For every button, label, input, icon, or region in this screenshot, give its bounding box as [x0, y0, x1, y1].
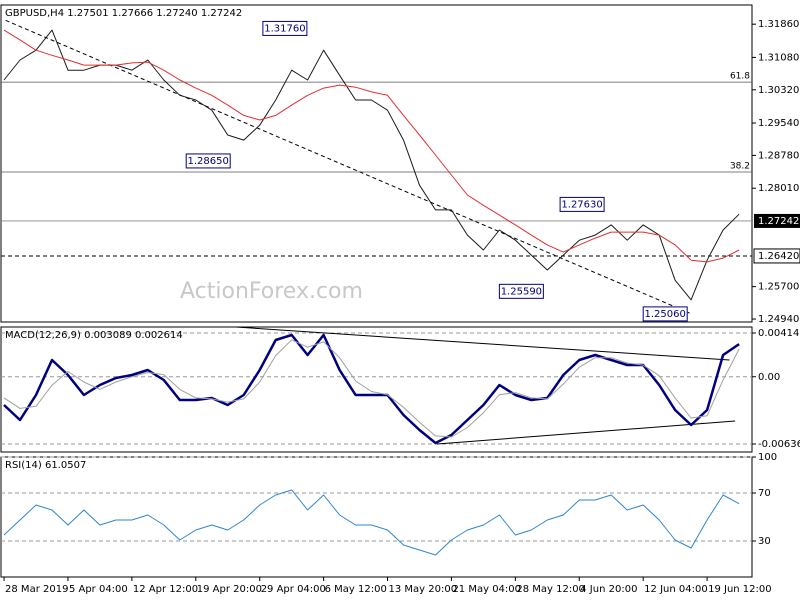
- current-price-box: [754, 213, 800, 228]
- watermark: ActionForex.com: [180, 279, 363, 304]
- y-tick-label: 1.31080: [758, 52, 799, 63]
- panel-frame: [0, 4, 753, 323]
- y-tick-label: -0.006365: [758, 439, 800, 450]
- y-tick-label: 1.30320: [758, 85, 799, 96]
- x-tick-label: 6 May 12:00: [325, 584, 387, 595]
- series-line: [3, 339, 740, 438]
- series-line: [3, 489, 740, 556]
- panel-title: RSI(14) 61.0507: [5, 460, 86, 471]
- x-tick-label: 28 Mar 2019: [5, 584, 68, 595]
- y-tick-label: 1.29540: [758, 118, 799, 129]
- current-price-label: 1.27242: [758, 216, 799, 227]
- x-tick-label: 29 Apr 04:00: [261, 584, 326, 595]
- x-tick-label: 28 May 12:00: [516, 584, 585, 595]
- x-tick-label: 13 May 20:00: [389, 584, 458, 595]
- trendline: [437, 420, 736, 445]
- x-tick-label: 19 Apr 20:00: [197, 584, 262, 595]
- y-tick-label: 1.31860: [758, 19, 799, 30]
- panel-frame: [0, 326, 753, 453]
- price-annotation: 1.25060: [645, 309, 686, 320]
- x-tick-label: 4 Jun 20:00: [580, 584, 637, 595]
- x-tick-label: 19 Jun 12:00: [708, 584, 772, 595]
- y-tick-label: 30: [758, 536, 771, 547]
- support-label-box: [753, 248, 800, 264]
- series-line: [3, 333, 740, 445]
- price-annotation-box: [498, 283, 544, 299]
- fib-level-label: 38.2: [730, 162, 750, 172]
- panel-title: MACD(12,26,9) 0.003089 0.002614: [5, 330, 183, 341]
- price-annotation-box: [185, 153, 231, 169]
- price-annotation-box: [262, 20, 308, 36]
- x-tick-label: 5 Apr 04:00: [69, 584, 128, 595]
- panel-title: GBPUSD,H4 1.27501 1.27666 1.27240 1.2724…: [5, 8, 242, 19]
- y-tick-label: 0.004141: [758, 328, 800, 339]
- support-label: 1.26420: [758, 251, 799, 262]
- series-line: [3, 29, 740, 301]
- price-annotation: 1.25590: [501, 286, 542, 297]
- fib-level-label: 61.8: [730, 72, 750, 82]
- y-tick-label: 1.28010: [758, 183, 799, 194]
- price-annotation: 1.31760: [264, 23, 305, 34]
- x-tick-label: 12 Jun 04:00: [644, 584, 708, 595]
- x-tick-label: 21 May 04:00: [452, 584, 521, 595]
- series-line: [3, 29, 740, 263]
- y-tick-label: 1.24940: [758, 314, 799, 325]
- y-tick-label: 0.00: [758, 372, 780, 383]
- price-annotation-box: [559, 196, 605, 212]
- y-tick-label: 70: [758, 488, 771, 499]
- price-annotation: 1.28650: [188, 156, 229, 167]
- trendline: [5, 19, 690, 314]
- price-annotation-box: [642, 306, 688, 322]
- x-tick-label: 12 Apr 12:00: [133, 584, 198, 595]
- trendline: [235, 326, 730, 361]
- y-tick-label: 1.25700: [758, 282, 799, 293]
- price-annotation: 1.27630: [561, 199, 602, 210]
- y-tick-label: 1.28780: [758, 150, 799, 161]
- y-tick-label: 100: [758, 452, 777, 463]
- panel-frame: [0, 456, 753, 578]
